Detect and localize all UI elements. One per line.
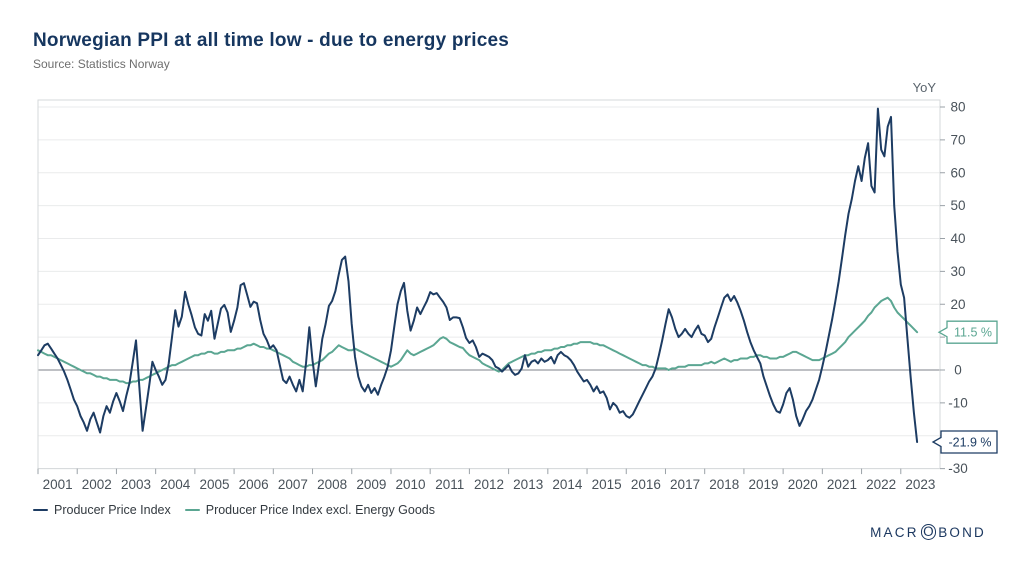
macrobond-logo: MACR O BOND [870,524,986,541]
axis-labels: 80706050403020100-10-20-3020012002200320… [43,80,968,492]
page-title: Norwegian PPI at all time low - due to e… [33,30,510,51]
legend-item-ppi-excl-energy: Producer Price Index excl. Energy Goods [184,503,436,517]
axis-ticks [37,106,945,475]
svg-text:60: 60 [950,165,965,180]
callout-producer-price-index-excl-energy-goods: 11.5 % [937,320,998,344]
svg-text:2011: 2011 [435,477,464,492]
svg-text:2018: 2018 [709,477,739,492]
callout-producer-price-index: -21.9 % [931,430,998,454]
svg-text:2004: 2004 [160,477,191,492]
svg-text:2020: 2020 [788,477,818,492]
svg-text:-21.9 %: -21.9 % [948,435,991,449]
gridlines [38,106,940,470]
svg-text:70: 70 [950,132,965,147]
svg-text:2016: 2016 [631,477,661,492]
series-line-producer-price-index-excl-energy-goods [37,296,919,385]
svg-text:2010: 2010 [396,477,426,492]
svg-text:2019: 2019 [748,477,778,492]
series-line-producer-price-index [37,107,919,443]
svg-text:2013: 2013 [513,477,543,492]
svg-text:2023: 2023 [905,477,935,492]
svg-text:2005: 2005 [199,477,229,492]
svg-text:11.5 %: 11.5 % [954,326,992,340]
logo-text-post: BOND [938,524,986,540]
svg-text:2012: 2012 [474,477,504,492]
svg-text:0: 0 [954,363,962,378]
legend-label-ppi-excl-energy: Producer Price Index excl. Energy Goods [205,503,436,517]
svg-text:2015: 2015 [592,477,622,492]
source-label: Source: Statistics Norway [33,57,170,71]
svg-text:2008: 2008 [317,477,347,492]
y-axis-unit-label: YoY [913,80,937,95]
svg-text:40: 40 [950,231,965,246]
svg-text:2021: 2021 [827,477,857,492]
svg-text:2017: 2017 [670,477,700,492]
legend-label-ppi: Producer Price Index [54,503,171,517]
svg-text:2014: 2014 [552,477,583,492]
svg-text:2007: 2007 [278,477,308,492]
svg-text:20: 20 [950,297,965,312]
chart-header: Norwegian PPI at all time low - due to e… [33,30,509,71]
logo-o-ring: O [920,524,937,541]
ppi-excl-energy-line-swatch [184,508,200,512]
svg-text:-30: -30 [948,461,968,476]
svg-text:2006: 2006 [239,477,269,492]
svg-text:80: 80 [950,100,965,115]
legend-item-ppi: Producer Price Index [33,503,171,517]
plot-frame [37,99,941,470]
svg-text:2001: 2001 [43,477,73,492]
ppi-line-swatch [33,508,48,512]
svg-text:2002: 2002 [82,477,112,492]
svg-text:-10: -10 [948,395,968,410]
svg-text:2009: 2009 [356,477,386,492]
svg-text:2003: 2003 [121,477,151,492]
logo-text-pre: MACR [870,524,919,540]
svg-text:30: 30 [950,264,965,279]
chart-legend: Producer Price Index Producer Price Inde… [33,503,435,517]
svg-text:2022: 2022 [866,477,896,492]
svg-text:50: 50 [950,198,965,213]
